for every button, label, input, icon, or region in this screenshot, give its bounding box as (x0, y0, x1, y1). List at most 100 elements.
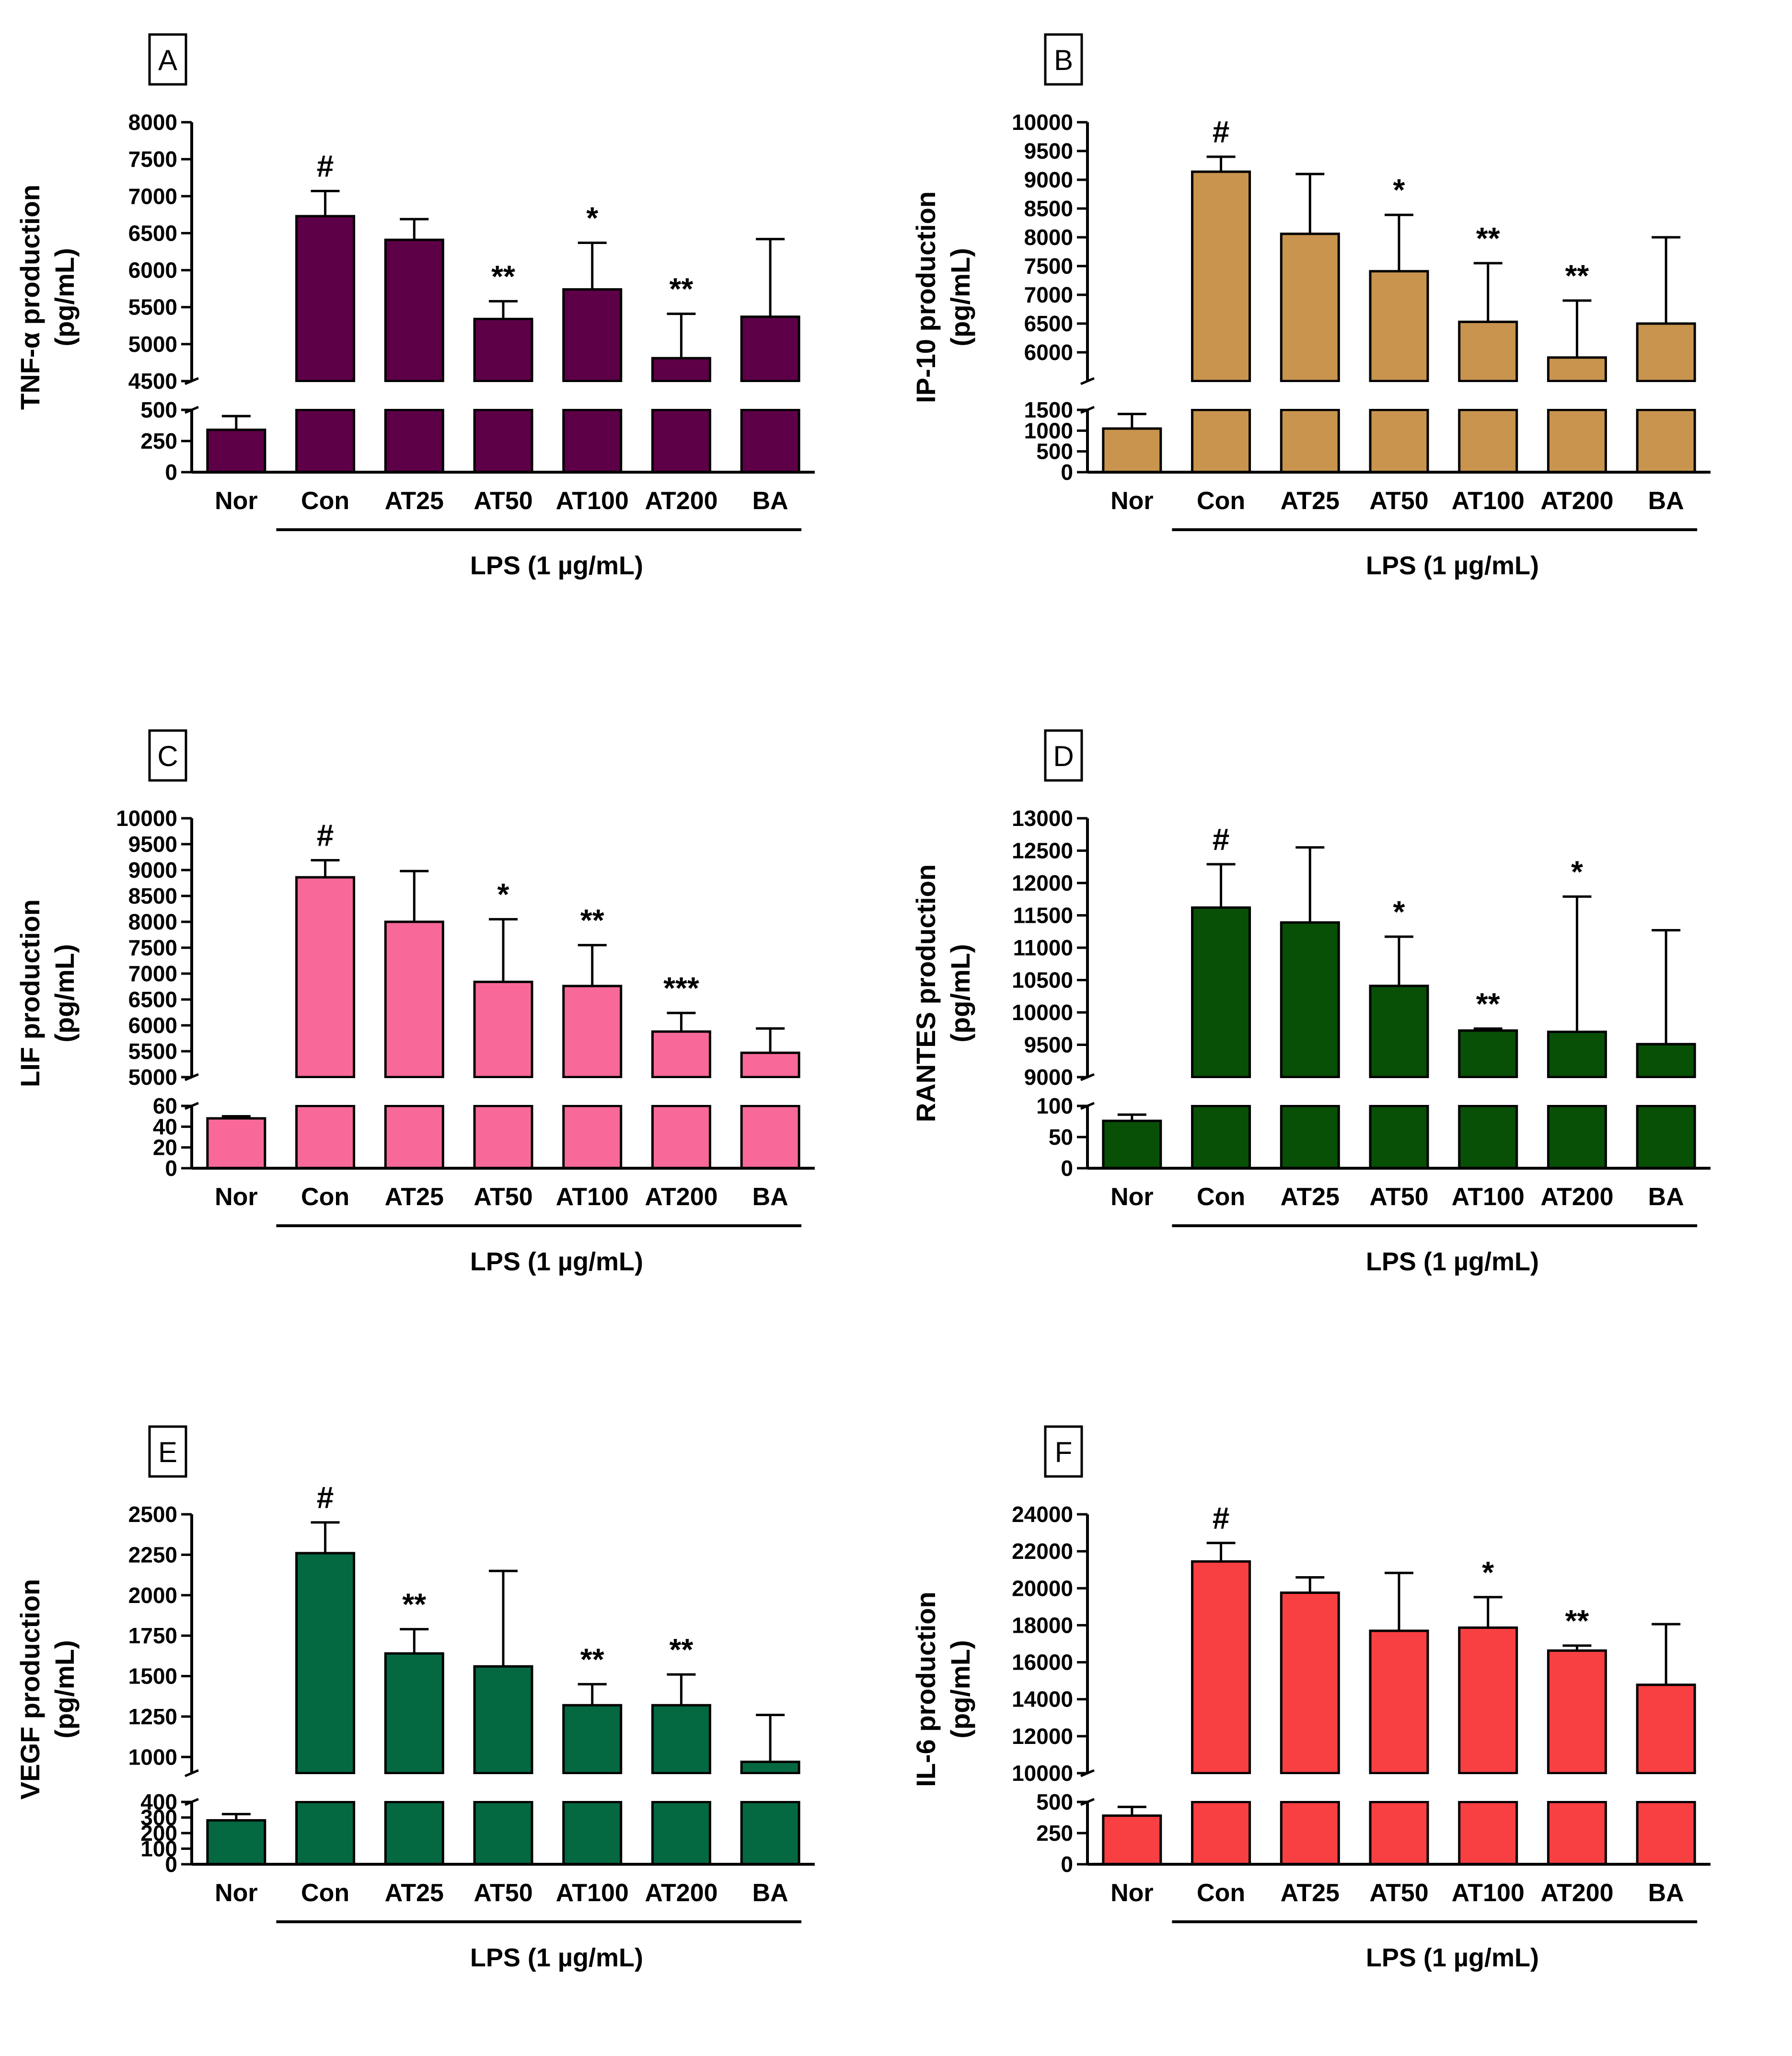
y-axis-unit: (pg/mL) (49, 944, 80, 1042)
y-tick-label: 13000 (1012, 806, 1073, 831)
y-tick-label: 7000 (128, 961, 177, 986)
bar-lower-segment (1458, 1800, 1518, 1866)
bar-group: ** (384, 1587, 444, 1866)
bar (1547, 1649, 1607, 1775)
x-tick-label: Con (1197, 1879, 1245, 1907)
significance-mark: # (317, 1480, 334, 1515)
x-tick-label: Con (301, 1183, 349, 1211)
x-tick-label: AT25 (1281, 1183, 1340, 1211)
x-tick-label: AT25 (1281, 1879, 1340, 1907)
bar (1369, 985, 1429, 1079)
bar-lower-segment (740, 1800, 800, 1866)
y-tick-label: 500 (1036, 439, 1073, 464)
bar (1280, 1591, 1340, 1775)
y-tick-label: 7500 (128, 147, 177, 172)
x-tick-label: Con (1197, 487, 1245, 515)
y-tick-label: 9500 (1024, 1033, 1073, 1057)
y-tick-label: 16000 (1012, 1650, 1073, 1675)
panel-letter-box (1044, 33, 1083, 86)
y-tick-label: 12000 (1012, 871, 1073, 895)
y-tick-label: 200 (140, 1821, 177, 1846)
significance-mark: * (1571, 854, 1583, 889)
bar-lower-segment (1636, 1104, 1696, 1170)
x-tick-label: Nor (1110, 1183, 1154, 1211)
y-tick-label: 40 (153, 1114, 177, 1139)
bar (1102, 427, 1162, 474)
x-tick-label: AT50 (474, 487, 532, 515)
bar (651, 357, 711, 383)
y-tick-label: 0 (165, 1852, 177, 1877)
y-tick-label: 500 (140, 397, 177, 422)
y-tick-label: 8000 (128, 110, 177, 135)
significance-mark: * (586, 200, 598, 235)
x-tick-label: AT25 (385, 487, 444, 515)
x-tick-label: AT100 (1452, 487, 1525, 515)
significance-mark: ** (580, 903, 604, 938)
bar (740, 315, 800, 383)
y-tick-label: 300 (140, 1805, 177, 1830)
significance-mark: # (1213, 1501, 1230, 1535)
x-tick-label: AT50 (474, 1183, 532, 1211)
x-tick-label: AT25 (385, 1183, 444, 1211)
bar-lower-segment (1191, 1104, 1251, 1170)
bar-lower-segment (295, 408, 356, 474)
bar-lower-segment (1369, 408, 1429, 474)
x-tick-label: BA (752, 1183, 788, 1211)
panel-letter-box (148, 33, 187, 86)
bar-lower-segment (1458, 1104, 1518, 1170)
panel-letter-box (148, 1425, 187, 1478)
significance-mark: * (497, 877, 509, 912)
significance-mark: *** (663, 971, 699, 1005)
bar (1547, 1031, 1607, 1079)
x-tick-label: AT50 (474, 1879, 532, 1907)
y-tick-label: 7500 (128, 935, 177, 960)
y-tick-label: 9000 (128, 858, 177, 883)
bar (384, 920, 444, 1079)
bar-group (206, 1812, 266, 1866)
bar-lower-segment (295, 1104, 356, 1170)
bar (1280, 921, 1340, 1079)
bar-lower-segment (562, 1800, 623, 1866)
significance-mark: ** (402, 1587, 426, 1622)
axis-break-gap (182, 1078, 824, 1105)
bar (1102, 1119, 1162, 1170)
bar-group: ** (1458, 987, 1518, 1170)
bar-lower-segment (1280, 1104, 1340, 1170)
y-tick-label: 9000 (1024, 1065, 1073, 1090)
axis-break-gap (182, 1774, 824, 1801)
y-tick-label: 250 (140, 429, 177, 453)
x-tick-label: AT50 (1369, 1183, 1428, 1211)
bar-chart-f: F IL-6 production (pg/mL) Nor # Con AT25 AT50 * A… (911, 1425, 1720, 1972)
bar-group: * (1458, 1555, 1518, 1866)
x-tick-label: AT100 (1452, 1183, 1525, 1211)
bar (562, 985, 623, 1079)
y-tick-label: 1500 (1024, 397, 1073, 422)
bar-group: ** (1547, 258, 1607, 474)
bar (206, 1117, 266, 1170)
panel-letter-box (1044, 1425, 1083, 1478)
y-tick-label: 6500 (128, 987, 177, 1012)
y-tick-label: 8000 (128, 909, 177, 934)
x-tick-label: AT200 (645, 1879, 717, 1907)
axis-break-gap (182, 382, 824, 409)
panel-d: D RANTES production (pg/mL) Nor # Con AT25 * AT5… (896, 696, 1792, 1360)
y-tick-label: 5000 (128, 332, 177, 357)
y-axis-title: RANTES production (911, 864, 941, 1122)
x-tick-label: Con (1197, 1183, 1245, 1211)
significance-mark: # (317, 818, 334, 852)
x-tick-label: AT50 (1369, 487, 1428, 515)
bar (1369, 1629, 1429, 1775)
y-tick-label: 10500 (1012, 968, 1073, 993)
panel-f: F IL-6 production (pg/mL) Nor # Con AT25 AT50 * A… (896, 1392, 1792, 2056)
bar-group (1102, 413, 1162, 474)
y-tick-label: 7500 (1024, 254, 1073, 279)
y-tick-label: 10000 (1012, 1000, 1073, 1025)
bar (1458, 1029, 1518, 1079)
bar-lower-segment (1369, 1104, 1429, 1170)
bar-group: *** (651, 971, 711, 1170)
bar (295, 1552, 356, 1775)
y-tick-label: 0 (1061, 1156, 1073, 1181)
bar-lower-segment (1280, 408, 1340, 474)
x-tick-label: BA (1648, 1879, 1684, 1907)
panel-letter-box (148, 729, 187, 782)
